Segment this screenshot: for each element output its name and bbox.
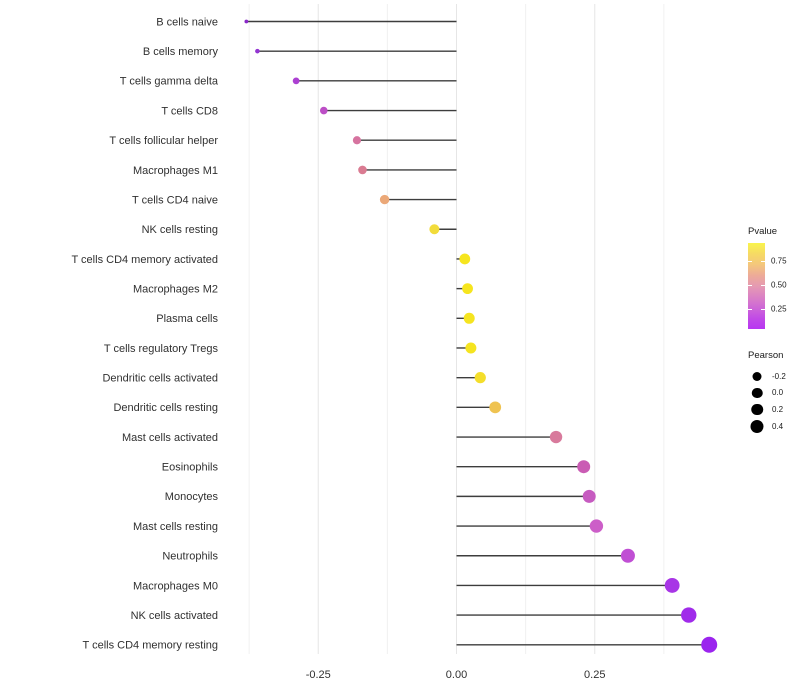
pearson-legend-label: 0.4: [772, 421, 784, 431]
category-label: Monocytes: [165, 491, 219, 503]
pvalue-legend: Pvalue 0.75 0.50 0.25: [748, 226, 787, 329]
lollipop-dot: [549, 430, 563, 444]
category-label: Dendritic cells resting: [113, 402, 218, 414]
category-label: NK cells resting: [142, 224, 218, 236]
colorbar-tick: [748, 284, 752, 286]
category-label: T cells gamma delta: [120, 76, 219, 88]
pearson-legend-label: -0.2: [772, 371, 786, 381]
lollipop-dot: [319, 106, 328, 115]
y-axis-labels-group: B cells naive B cells memory T cells gamma…: [71, 16, 218, 651]
category-label: T cells CD8: [161, 105, 218, 117]
category-label: Macrophages M0: [133, 580, 218, 592]
lollipop-dot: [701, 636, 718, 653]
category-label: T cells follicular helper: [109, 135, 218, 147]
colorbar-tick-label: 0.75: [771, 256, 787, 266]
colorbar-tick: [761, 284, 765, 286]
pearson-legend-label: 0.2: [772, 404, 784, 414]
colorbar-tick-label: 0.50: [771, 280, 787, 290]
category-label: Plasma cells: [156, 313, 218, 325]
pearson-legend-items: -0.2 0.0 0.2 0.4: [748, 368, 786, 435]
pearson-legend-item: 0.4: [748, 418, 783, 435]
colorbar-tick: [748, 261, 752, 263]
pearson-legend-dot: [751, 387, 763, 399]
pearson-legend-item: 0.0: [748, 385, 783, 402]
lollipop-dot: [463, 312, 475, 324]
pvalue-colorbar: 0.75 0.50 0.25: [748, 243, 787, 329]
colorbar-tick: [761, 308, 765, 310]
lollipop-dot: [577, 460, 591, 474]
gridlines-group: [248, 4, 665, 654]
lollipop-dot: [489, 401, 502, 414]
x-tick-label: 0.00: [446, 669, 467, 681]
lollipop-dot: [292, 77, 300, 85]
x-axis-labels-group: -0.25 0.00 0.25: [306, 669, 606, 681]
x-tick-label: -0.25: [306, 669, 331, 681]
category-label: Neutrophils: [162, 551, 218, 563]
x-tick-label: 0.25: [584, 669, 605, 681]
lollipop-dot: [459, 253, 471, 265]
category-label: Mast cells resting: [133, 521, 218, 533]
lollipop-dot: [681, 607, 697, 623]
category-label: T cells CD4 memory resting: [83, 640, 219, 652]
lollipop-dot: [255, 48, 260, 54]
colorbar-tick: [761, 261, 765, 263]
lollipop-dot: [462, 283, 473, 295]
pvalue-legend-title: Pvalue: [748, 226, 778, 237]
category-label: B cells memory: [143, 46, 219, 58]
lollipop-dot: [474, 372, 486, 384]
category-label: Macrophages M1: [133, 165, 218, 177]
pearson-legend-dot: [752, 371, 762, 381]
category-label: B cells naive: [156, 16, 218, 28]
lollipop-dot: [664, 578, 680, 593]
category-label: Eosinophils: [162, 462, 219, 474]
lollipop-dot: [429, 224, 440, 235]
category-label: Mast cells activated: [122, 432, 218, 444]
colorbar-tick: [748, 308, 752, 310]
pearson-legend-dot: [750, 419, 764, 433]
lollipop-dot: [589, 519, 604, 533]
pearson-legend-item: 0.2: [748, 401, 783, 418]
colorbar-tick-label: 0.25: [771, 304, 787, 314]
category-label: T cells CD4 naive: [132, 194, 218, 206]
lollipop-dot: [352, 136, 362, 145]
pearson-legend: Pearson -0.2 0.0 0.2 0.4: [748, 350, 786, 435]
pearson-legend-item: -0.2: [748, 368, 786, 385]
pearson-legend-dot: [751, 403, 763, 416]
lollipop-dot: [582, 489, 596, 503]
category-label: T cells regulatory Tregs: [104, 343, 219, 355]
lollipop-dot: [620, 548, 635, 563]
lollipop-dot: [244, 19, 249, 24]
category-label: Dendritic cells activated: [102, 373, 218, 385]
lollipop-dot: [358, 165, 367, 175]
category-label: NK cells activated: [131, 610, 218, 622]
category-label: Macrophages M2: [133, 283, 218, 295]
lollipop-dot: [379, 194, 390, 205]
lollipop-dots-group: [244, 19, 718, 653]
pearson-legend-label: 0.0: [772, 388, 784, 398]
pearson-legend-title: Pearson: [748, 350, 784, 361]
lollipop-segments-group: [246, 20, 710, 646]
category-label: T cells CD4 memory activated: [71, 254, 218, 266]
lollipop-dot: [465, 342, 477, 354]
